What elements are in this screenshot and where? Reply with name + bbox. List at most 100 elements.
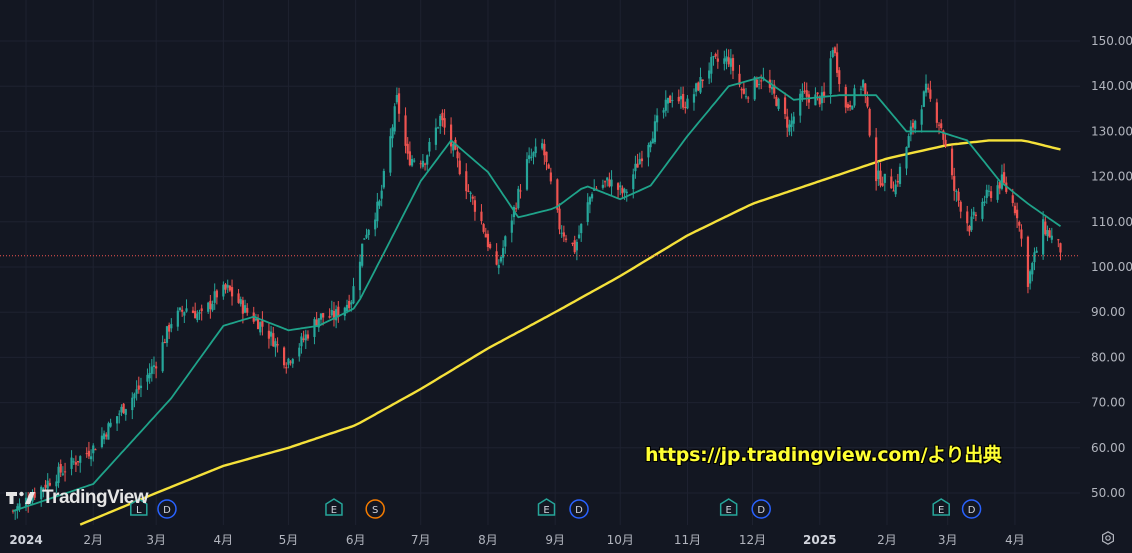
candle-body	[1048, 230, 1051, 238]
candle	[272, 326, 275, 347]
candle	[983, 195, 986, 207]
ma-short-line	[12, 76, 1062, 512]
candle-body	[714, 54, 717, 57]
x-tick-label: 3月	[146, 533, 166, 547]
candle-body	[532, 152, 535, 157]
candle-body	[16, 506, 19, 511]
candle	[395, 87, 398, 105]
candle-body	[545, 151, 548, 162]
candle-body	[755, 79, 758, 88]
candle	[731, 54, 735, 80]
candle	[985, 184, 988, 204]
candle-body	[712, 56, 715, 58]
candle	[580, 223, 583, 242]
candle-body	[285, 367, 288, 369]
candle	[419, 160, 422, 169]
candle	[486, 230, 490, 252]
candle-body	[306, 334, 310, 339]
candle-body	[61, 473, 64, 475]
candle	[610, 170, 613, 196]
candle	[215, 289, 218, 305]
candle-body	[120, 406, 123, 413]
candle-body	[118, 413, 121, 415]
candle	[337, 301, 340, 323]
candle-body	[410, 158, 414, 166]
candle-body	[744, 96, 748, 98]
candle	[348, 294, 351, 311]
candle	[929, 80, 932, 102]
candle	[753, 76, 756, 101]
candle	[831, 47, 834, 59]
event-earnings-marker: E	[325, 498, 343, 516]
candle-body	[868, 108, 871, 136]
candle-body	[191, 310, 195, 313]
candle	[306, 330, 310, 341]
candle-body	[610, 179, 613, 187]
candle-body	[421, 160, 424, 167]
candle	[562, 225, 565, 242]
y-tick-label: 140.00	[1091, 79, 1132, 93]
candle	[534, 138, 537, 158]
candle-body	[89, 456, 93, 460]
candle	[571, 242, 574, 247]
candle	[849, 100, 852, 111]
candle	[465, 163, 468, 200]
candle-body	[701, 79, 704, 82]
candle-body	[137, 385, 140, 390]
candle	[619, 181, 622, 196]
candle-body	[55, 481, 58, 487]
candle	[191, 306, 195, 314]
candle-body	[818, 96, 821, 105]
candle-body	[543, 143, 546, 156]
candle-body	[725, 56, 728, 62]
candle-body	[443, 118, 446, 128]
candle	[328, 308, 331, 319]
candle	[44, 480, 47, 491]
candle	[959, 200, 962, 219]
candle	[968, 224, 971, 236]
settings-gear-icon[interactable]	[1101, 531, 1115, 545]
candle	[953, 167, 956, 201]
candle	[966, 205, 969, 232]
y-tick-label: 90.00	[1091, 305, 1125, 319]
candle	[807, 90, 811, 109]
candle-body	[254, 318, 258, 321]
candle-body	[419, 163, 422, 165]
candle-body	[337, 306, 340, 317]
candle-body	[274, 341, 277, 348]
candle	[469, 191, 472, 203]
candle-body	[335, 309, 338, 321]
candle	[100, 427, 104, 449]
candle	[267, 322, 271, 349]
candle-body	[1035, 250, 1038, 253]
candle-body	[94, 449, 97, 451]
candle	[510, 214, 513, 243]
candle-body	[822, 91, 826, 98]
candle-body	[935, 102, 938, 123]
candle	[525, 152, 529, 191]
candle-body	[57, 466, 60, 483]
event-earnings-marker: E	[719, 498, 738, 516]
candle-body	[122, 403, 125, 414]
candle-body	[564, 238, 568, 240]
candle	[298, 343, 301, 362]
candle	[124, 408, 127, 421]
candle-body	[729, 58, 732, 67]
candle-body	[790, 120, 793, 128]
candle-body	[577, 234, 581, 239]
candle	[289, 360, 292, 366]
event-badge-bg	[719, 498, 738, 516]
candle	[814, 87, 817, 106]
candle-body	[1013, 205, 1017, 214]
candle-body	[955, 190, 958, 192]
candle	[1042, 211, 1045, 260]
candle-body	[679, 95, 683, 100]
candle-body	[397, 93, 401, 114]
candle-body	[801, 90, 804, 98]
candle-body	[966, 211, 969, 224]
candle-body	[619, 185, 622, 188]
candle	[653, 114, 657, 145]
candle-body	[198, 312, 201, 314]
